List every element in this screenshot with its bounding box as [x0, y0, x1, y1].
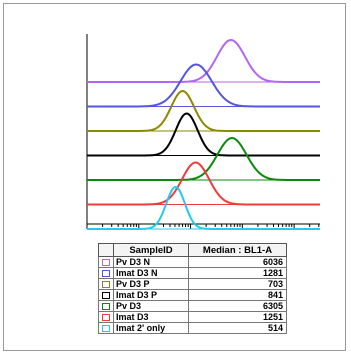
- legend-row: Pv D3 P 703: [98, 278, 287, 290]
- legend-median-value: 6305: [188, 300, 287, 312]
- legend-swatch: [102, 303, 110, 311]
- series-histogram-curve: [87, 185, 320, 230]
- legend-row: Imat D3 P 841: [98, 289, 287, 301]
- legend-median-value: 6036: [188, 256, 287, 268]
- legend-swatch-cell: [98, 300, 114, 312]
- legend-row: Pv D3 6305: [98, 300, 287, 312]
- series-histogram-curve: [87, 112, 320, 157]
- legend-sample-name: Imat D3 P: [113, 289, 189, 301]
- chart-frame: SampleID Median : BL1-A Pv D3 N 6036 Ima…: [3, 3, 346, 351]
- legend-swatch-cell: [98, 256, 114, 268]
- series-histogram-curve: [87, 63, 320, 108]
- legend-median-value: 1281: [188, 267, 287, 279]
- legend-table: SampleID Median : BL1-A Pv D3 N 6036 Ima…: [98, 243, 287, 334]
- legend-sample-name: Imat D3: [113, 311, 189, 323]
- legend-swatch: [102, 259, 110, 267]
- series-histogram-curve: [87, 161, 320, 206]
- legend-swatch: [102, 325, 110, 333]
- legend-sample-name: Pv D3 N: [113, 256, 189, 268]
- legend-swatch: [102, 270, 110, 278]
- legend-swatch: [102, 292, 110, 300]
- histogram-curves: [87, 38, 320, 230]
- legend-median-header: Median : BL1-A: [188, 243, 287, 257]
- series-histogram-curve: [87, 89, 320, 132]
- legend-median-value: 514: [188, 322, 287, 334]
- legend-median-value: 1251: [188, 311, 287, 323]
- legend-row: Imat 2' only 514: [98, 322, 287, 334]
- series-histogram-curve: [87, 136, 320, 181]
- legend-swatch-cell: [98, 267, 114, 279]
- legend-row: Imat D3 N 1281: [98, 267, 287, 279]
- legend-sample-name: Pv D3: [113, 300, 189, 312]
- legend-median-value: 703: [188, 278, 287, 290]
- series-histogram-curve: [87, 38, 320, 83]
- histogram-plot: [86, 34, 320, 230]
- legend-sample-name: Pv D3 P: [113, 278, 189, 290]
- legend-swatch-header: [98, 243, 114, 257]
- legend-row: Pv D3 N 6036: [98, 256, 287, 268]
- legend-row: Imat D3 1251: [98, 311, 287, 323]
- legend-swatch-cell: [98, 289, 114, 301]
- legend-sample-name: Imat D3 N: [113, 267, 189, 279]
- legend-swatch-cell: [98, 322, 114, 334]
- legend-median-value: 841: [188, 289, 287, 301]
- legend-swatch-cell: [98, 278, 114, 290]
- legend-swatch: [102, 314, 110, 322]
- legend-header-row: SampleID Median : BL1-A: [98, 243, 287, 257]
- legend-sample-name: Imat 2' only: [113, 322, 189, 334]
- legend-sampleid-header: SampleID: [113, 243, 189, 257]
- legend-swatch-cell: [98, 311, 114, 323]
- legend-swatch: [102, 281, 110, 289]
